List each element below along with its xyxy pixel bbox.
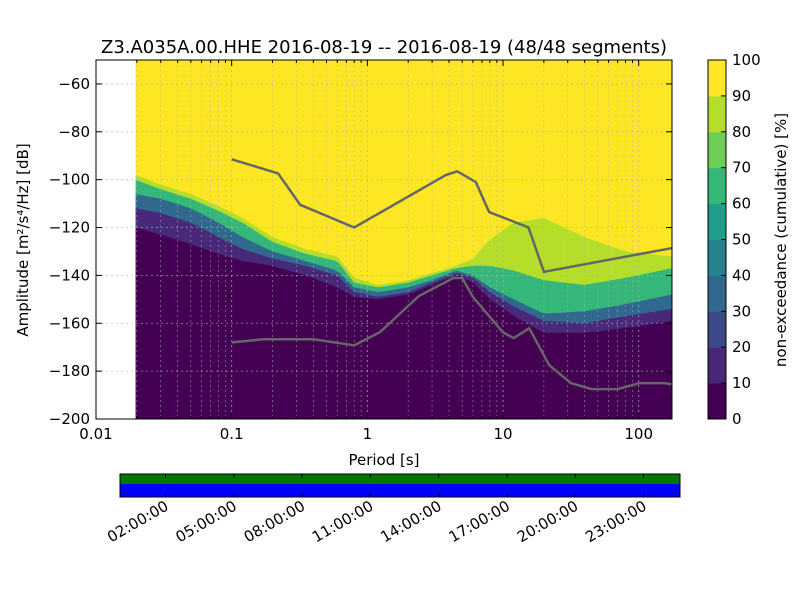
timeline-tick-label: 23:00:00	[582, 497, 649, 546]
timeline-used-bar	[120, 484, 680, 497]
x-tick-label: 0.1	[220, 425, 244, 443]
colorbar-tick-label: 10	[732, 374, 751, 392]
colorbar-segment	[708, 60, 726, 97]
y-tick-label: −200	[49, 410, 90, 428]
y-tick-label: −160	[49, 314, 90, 332]
timeline-frame	[119, 473, 681, 498]
colorbar: 0 10 20 30 40 50 60 70 80 90 100	[707, 51, 761, 428]
y-axis: −60 −80 −100 −120 −140 −160 −180 −200	[49, 75, 672, 428]
heatmap-layer	[135, 60, 672, 419]
colorbar-tick-label: 80	[732, 123, 751, 141]
y-tick-label: −180	[49, 362, 90, 380]
x-tick-label: 10	[493, 425, 512, 443]
segment-timeline: 02:00:00 05:00:00 08:00:00 11:00:00 14:00:00…	[104, 473, 681, 546]
low-noise-model-line	[231, 276, 672, 391]
y-axis-label: Amplitude [m²/s⁴/Hz] [dB]	[14, 143, 32, 336]
colorbar-tick-label: 100	[732, 51, 761, 69]
colorbar-tick-label: 90	[732, 87, 751, 105]
noise-model-curves	[231, 158, 672, 391]
colorbar-segment	[708, 311, 726, 348]
colorbar-label: non-exceedance (cumulative) [%]	[772, 113, 790, 367]
y-tick-label: −140	[49, 266, 90, 284]
y-tick-label: −60	[58, 75, 90, 93]
x-tick-label: 100	[624, 425, 653, 443]
colorbar-segment	[708, 167, 726, 205]
timeline-tick-label: 08:00:00	[241, 497, 308, 546]
timeline-tick-label: 02:00:00	[104, 497, 171, 546]
timeline-tick-label: 20:00:00	[514, 497, 581, 546]
x-tick-label: 0.01	[79, 425, 112, 443]
chart-title: Z3.A035A.00.HHE 2016-08-19 -- 2016-08-19…	[101, 37, 667, 58]
colorbar-segment	[708, 131, 726, 169]
timeline-tick-label: 05:00:00	[172, 497, 239, 546]
colorbar-segment	[708, 383, 726, 420]
colorbar-tick-label: 40	[732, 266, 751, 284]
colorbar-tick-label: 70	[732, 159, 751, 177]
x-axis: 0.01 0.1 1 10 100	[79, 60, 653, 443]
colorbar-tick-label: 0	[732, 410, 742, 428]
colorbar-tick-label: 60	[732, 195, 751, 213]
y-tick-label: −120	[49, 219, 90, 237]
x-tick-label: 1	[363, 425, 373, 443]
colorbar-segment	[708, 275, 726, 312]
x-axis-label: Period [s]	[348, 451, 419, 469]
colorbar-tick-label: 30	[732, 302, 751, 320]
timeline-tick-label: 14:00:00	[377, 497, 444, 546]
colorbar-segment	[708, 239, 726, 276]
colorbar-segment	[708, 347, 726, 384]
plot-frame	[95, 59, 673, 420]
high-noise-model-line	[231, 158, 672, 274]
colorbar-segment	[708, 203, 726, 240]
y-tick-label: −100	[49, 171, 90, 189]
colorbar-tick-label: 20	[732, 338, 751, 356]
timeline-tick-label: 17:00:00	[446, 497, 513, 546]
colorbar-segment	[708, 95, 726, 133]
y-tick-label: −80	[58, 123, 90, 141]
colorbar-tick-label: 50	[732, 231, 751, 249]
timeline-available-bar	[120, 474, 680, 484]
timeline-tick-label: 11:00:00	[309, 497, 376, 546]
grid-lines	[96, 60, 672, 419]
